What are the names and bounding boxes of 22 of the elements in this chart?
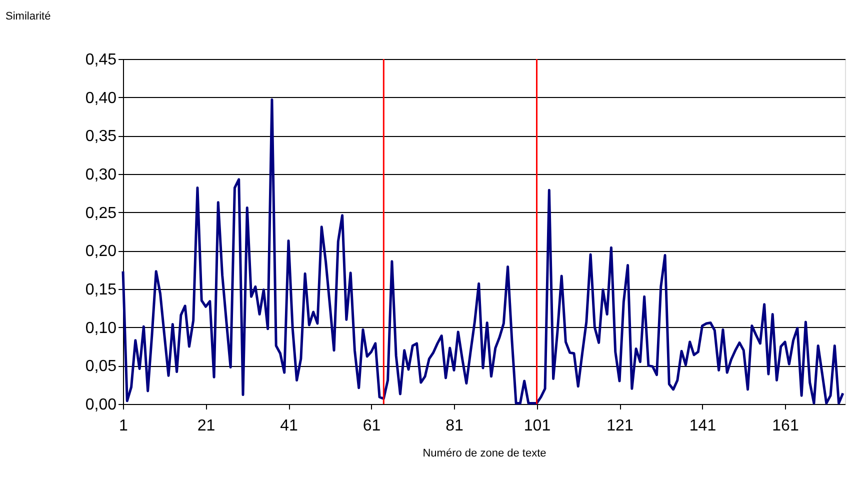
- y-tick-label: 0,10: [85, 320, 117, 337]
- x-tick-label: 141: [689, 418, 716, 434]
- x-axis-title: Numéro de zone de texte: [422, 448, 546, 460]
- y-tick-label: 0,45: [85, 52, 117, 68]
- x-tick-label: 121: [606, 418, 634, 434]
- x-tick-label: 61: [362, 418, 381, 434]
- y-tick-label: 0,05: [85, 358, 117, 376]
- x-tick-label: 21: [197, 418, 216, 434]
- y-tick-label: 0,40: [85, 90, 117, 107]
- y-tick-label: 0,25: [85, 204, 117, 222]
- x-tick-label: 81: [446, 418, 464, 434]
- y-axis-title: Similarité: [6, 10, 51, 22]
- x-tick-label: 161: [772, 418, 799, 434]
- x-tick-label: 41: [280, 418, 298, 434]
- x-tick-label: 1: [119, 418, 128, 434]
- x-tick-label: 101: [524, 418, 551, 434]
- line-series: [122, 98, 844, 404]
- y-tick-label: 0,35: [85, 128, 117, 146]
- y-tick-label: 0,20: [85, 243, 117, 260]
- y-tick-label: 0,30: [85, 166, 117, 184]
- y-tick-label: 0,15: [85, 282, 117, 298]
- y-tick-label: 0,00: [85, 396, 117, 414]
